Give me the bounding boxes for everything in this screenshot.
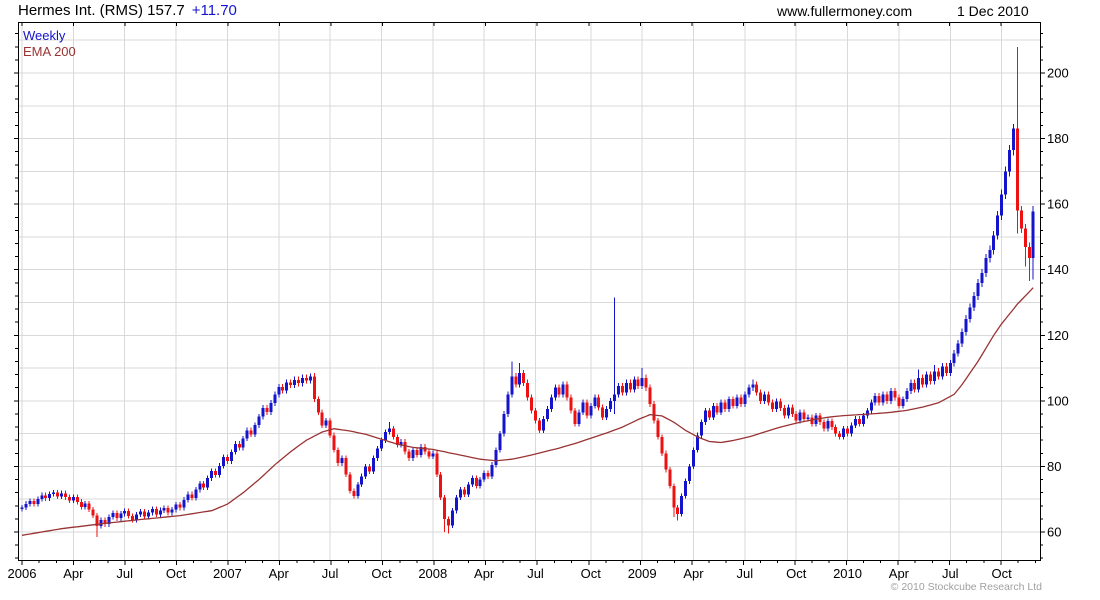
svg-text:Apr: Apr [683,566,704,581]
svg-text:Oct: Oct [581,566,602,581]
svg-text:2009: 2009 [628,566,657,581]
website-label: www.fullermoney.com [777,3,913,19]
svg-text:60: 60 [1047,525,1061,540]
svg-text:Apr: Apr [269,566,290,581]
svg-text:Jul: Jul [942,566,959,581]
instrument-name-and-price: Hermes Int. (RMS) 157.7 [18,2,185,19]
svg-text:Jul: Jul [116,566,133,581]
svg-text:100: 100 [1047,393,1069,408]
svg-text:Apr: Apr [474,566,495,581]
svg-text:140: 140 [1047,262,1069,277]
svg-text:2010: 2010 [833,566,862,581]
svg-text:120: 120 [1047,328,1069,343]
svg-text:80: 80 [1047,459,1061,474]
legend-ema-200: EMA 200 [23,44,76,59]
svg-text:2007: 2007 [213,566,242,581]
svg-text:Oct: Oct [991,566,1012,581]
svg-text:Apr: Apr [63,566,84,581]
copyright-notice: © 2010 Stockcube Research Ltd [890,581,1042,593]
svg-text:200: 200 [1047,66,1069,81]
price-change: +11.70 [191,2,237,19]
svg-text:Oct: Oct [371,566,392,581]
svg-text:Jul: Jul [322,566,339,581]
svg-text:Apr: Apr [889,566,910,581]
svg-text:Oct: Oct [786,566,807,581]
svg-text:2008: 2008 [418,566,447,581]
svg-text:Jul: Jul [527,566,544,581]
chart-title: Hermes Int. (RMS) 157.7 +11.70 [18,2,237,19]
chart-date: 1 Dec 2010 [957,3,1029,19]
svg-text:180: 180 [1047,131,1069,146]
svg-text:2006: 2006 [8,566,37,581]
svg-text:Jul: Jul [737,566,754,581]
svg-text:Oct: Oct [166,566,187,581]
svg-text:160: 160 [1047,197,1069,212]
legend-series-weekly: Weekly [23,28,66,43]
